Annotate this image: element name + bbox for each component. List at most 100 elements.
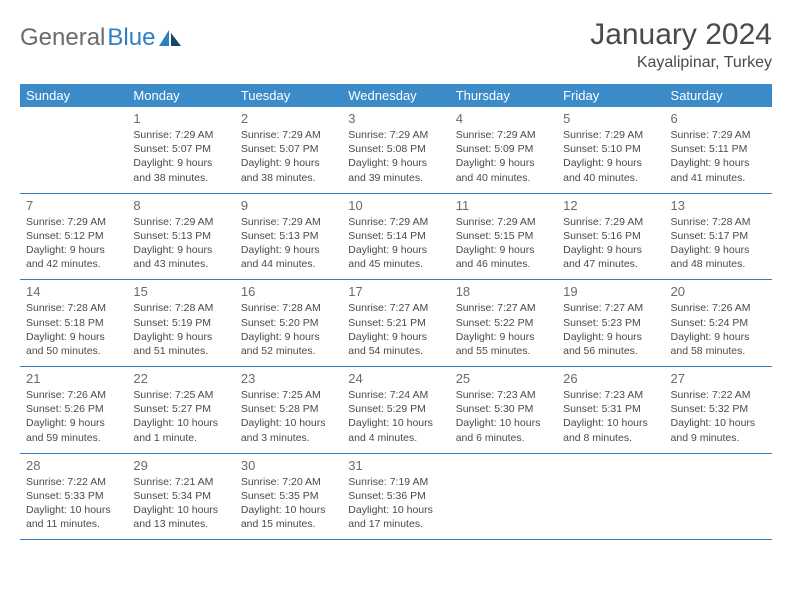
day-cell: 31Sunrise: 7:19 AMSunset: 5:36 PMDayligh… <box>342 454 449 540</box>
daylight1-text: Daylight: 10 hours <box>348 416 443 430</box>
location-label: Kayalipinar, Turkey <box>590 54 772 72</box>
day-cell <box>450 454 557 540</box>
sunset-text: Sunset: 5:29 PM <box>348 402 443 416</box>
day-number: 19 <box>563 284 658 299</box>
daylight1-text: Daylight: 9 hours <box>348 330 443 344</box>
daylight2-text: and 54 minutes. <box>348 344 443 358</box>
day-cell: 26Sunrise: 7:23 AMSunset: 5:31 PMDayligh… <box>557 367 664 453</box>
weekday-header: Sunday Monday Tuesday Wednesday Thursday… <box>20 84 772 107</box>
day-number: 4 <box>456 111 551 126</box>
daylight1-text: Daylight: 9 hours <box>26 416 121 430</box>
daylight2-text: and 59 minutes. <box>26 431 121 445</box>
sunrise-text: Sunrise: 7:28 AM <box>26 301 121 315</box>
day-cell: 3 Sunrise: 7:29 AMSunset: 5:08 PMDaylight… <box>342 107 449 193</box>
daylight2-text: and 3 minutes. <box>241 431 336 445</box>
day-cell: 2Sunrise: 7:29 AMSunset: 5:07 PMDaylight… <box>235 107 342 193</box>
day-number: 15 <box>133 284 228 299</box>
day-number: 24 <box>348 371 443 386</box>
daylight1-text: Daylight: 9 hours <box>133 156 228 170</box>
daylight1-text: Daylight: 9 hours <box>563 330 658 344</box>
day-cell <box>665 454 772 540</box>
day-number: 18 <box>456 284 551 299</box>
daylight1-text: Daylight: 9 hours <box>563 243 658 257</box>
day-number: 21 <box>26 371 121 386</box>
daylight1-text: Daylight: 9 hours <box>671 156 766 170</box>
day-number: 2 <box>241 111 336 126</box>
day-number: 28 <box>26 458 121 473</box>
daylight2-text: and 51 minutes. <box>133 344 228 358</box>
sunset-text: Sunset: 5:20 PM <box>241 316 336 330</box>
day-number: 22 <box>133 371 228 386</box>
day-cell: 6Sunrise: 7:29 AMSunset: 5:11 PMDaylight… <box>665 107 772 193</box>
daylight1-text: Daylight: 9 hours <box>348 156 443 170</box>
day-number: 17 <box>348 284 443 299</box>
daylight1-text: Daylight: 9 hours <box>563 156 658 170</box>
daylight2-text: and 40 minutes. <box>456 171 551 185</box>
sunset-text: Sunset: 5:26 PM <box>26 402 121 416</box>
daylight2-text: and 4 minutes. <box>348 431 443 445</box>
daylight2-text: and 9 minutes. <box>671 431 766 445</box>
day-cell: 30Sunrise: 7:20 AMSunset: 5:35 PMDayligh… <box>235 454 342 540</box>
day-cell: 23Sunrise: 7:25 AMSunset: 5:28 PMDayligh… <box>235 367 342 453</box>
daylight2-text: and 15 minutes. <box>241 517 336 531</box>
day-number: 16 <box>241 284 336 299</box>
sunrise-text: Sunrise: 7:28 AM <box>671 215 766 229</box>
day-cell: 27Sunrise: 7:22 AMSunset: 5:32 PMDayligh… <box>665 367 772 453</box>
day-number: 11 <box>456 198 551 213</box>
sunset-text: Sunset: 5:14 PM <box>348 229 443 243</box>
weekday-label: Monday <box>127 84 234 107</box>
sunrise-text: Sunrise: 7:29 AM <box>26 215 121 229</box>
sunset-text: Sunset: 5:33 PM <box>26 489 121 503</box>
sunrise-text: Sunrise: 7:20 AM <box>241 475 336 489</box>
sunrise-text: Sunrise: 7:26 AM <box>671 301 766 315</box>
sunset-text: Sunset: 5:13 PM <box>241 229 336 243</box>
day-cell: 10Sunrise: 7:29 AMSunset: 5:14 PMDayligh… <box>342 194 449 280</box>
sunrise-text: Sunrise: 7:27 AM <box>348 301 443 315</box>
day-number: 31 <box>348 458 443 473</box>
sunrise-text: Sunrise: 7:29 AM <box>241 128 336 142</box>
sunset-text: Sunset: 5:12 PM <box>26 229 121 243</box>
day-number: 13 <box>671 198 766 213</box>
weekday-label: Wednesday <box>342 84 449 107</box>
sunrise-text: Sunrise: 7:19 AM <box>348 475 443 489</box>
daylight1-text: Daylight: 10 hours <box>241 416 336 430</box>
sunrise-text: Sunrise: 7:29 AM <box>563 128 658 142</box>
day-cell: 22Sunrise: 7:25 AMSunset: 5:27 PMDayligh… <box>127 367 234 453</box>
daylight1-text: Daylight: 9 hours <box>671 330 766 344</box>
day-number: 26 <box>563 371 658 386</box>
day-number: 3 <box>348 111 443 126</box>
week-row: 1Sunrise: 7:29 AMSunset: 5:07 PMDaylight… <box>20 107 772 194</box>
sunrise-text: Sunrise: 7:29 AM <box>348 215 443 229</box>
sunrise-text: Sunrise: 7:29 AM <box>348 128 443 142</box>
day-cell: 14Sunrise: 7:28 AMSunset: 5:18 PMDayligh… <box>20 280 127 366</box>
title-block: January 2024 Kayalipinar, Turkey <box>590 18 772 72</box>
day-cell <box>20 107 127 193</box>
daylight2-text: and 42 minutes. <box>26 257 121 271</box>
sunset-text: Sunset: 5:07 PM <box>133 142 228 156</box>
calendar-body: 1Sunrise: 7:29 AMSunset: 5:07 PMDaylight… <box>20 107 772 540</box>
day-cell: 4Sunrise: 7:29 AMSunset: 5:09 PMDaylight… <box>450 107 557 193</box>
sunrise-text: Sunrise: 7:27 AM <box>563 301 658 315</box>
sunrise-text: Sunrise: 7:29 AM <box>563 215 658 229</box>
day-cell: 11Sunrise: 7:29 AMSunset: 5:15 PMDayligh… <box>450 194 557 280</box>
sunrise-text: Sunrise: 7:25 AM <box>241 388 336 402</box>
sunset-text: Sunset: 5:32 PM <box>671 402 766 416</box>
sunrise-text: Sunrise: 7:23 AM <box>456 388 551 402</box>
daylight2-text: and 39 minutes. <box>348 171 443 185</box>
day-number: 8 <box>133 198 228 213</box>
day-cell <box>557 454 664 540</box>
day-number: 5 <box>563 111 658 126</box>
sunrise-text: Sunrise: 7:22 AM <box>26 475 121 489</box>
weekday-label: Saturday <box>665 84 772 107</box>
sunset-text: Sunset: 5:08 PM <box>348 142 443 156</box>
day-cell: 9Sunrise: 7:29 AMSunset: 5:13 PMDaylight… <box>235 194 342 280</box>
header: General Blue January 2024 Kayalipinar, T… <box>20 18 772 72</box>
day-cell: 5Sunrise: 7:29 AMSunset: 5:10 PMDaylight… <box>557 107 664 193</box>
daylight1-text: Daylight: 10 hours <box>133 416 228 430</box>
sunset-text: Sunset: 5:09 PM <box>456 142 551 156</box>
week-row: 28Sunrise: 7:22 AMSunset: 5:33 PMDayligh… <box>20 454 772 541</box>
day-cell: 15Sunrise: 7:28 AMSunset: 5:19 PMDayligh… <box>127 280 234 366</box>
sunset-text: Sunset: 5:23 PM <box>563 316 658 330</box>
sunrise-text: Sunrise: 7:21 AM <box>133 475 228 489</box>
sunrise-text: Sunrise: 7:25 AM <box>133 388 228 402</box>
